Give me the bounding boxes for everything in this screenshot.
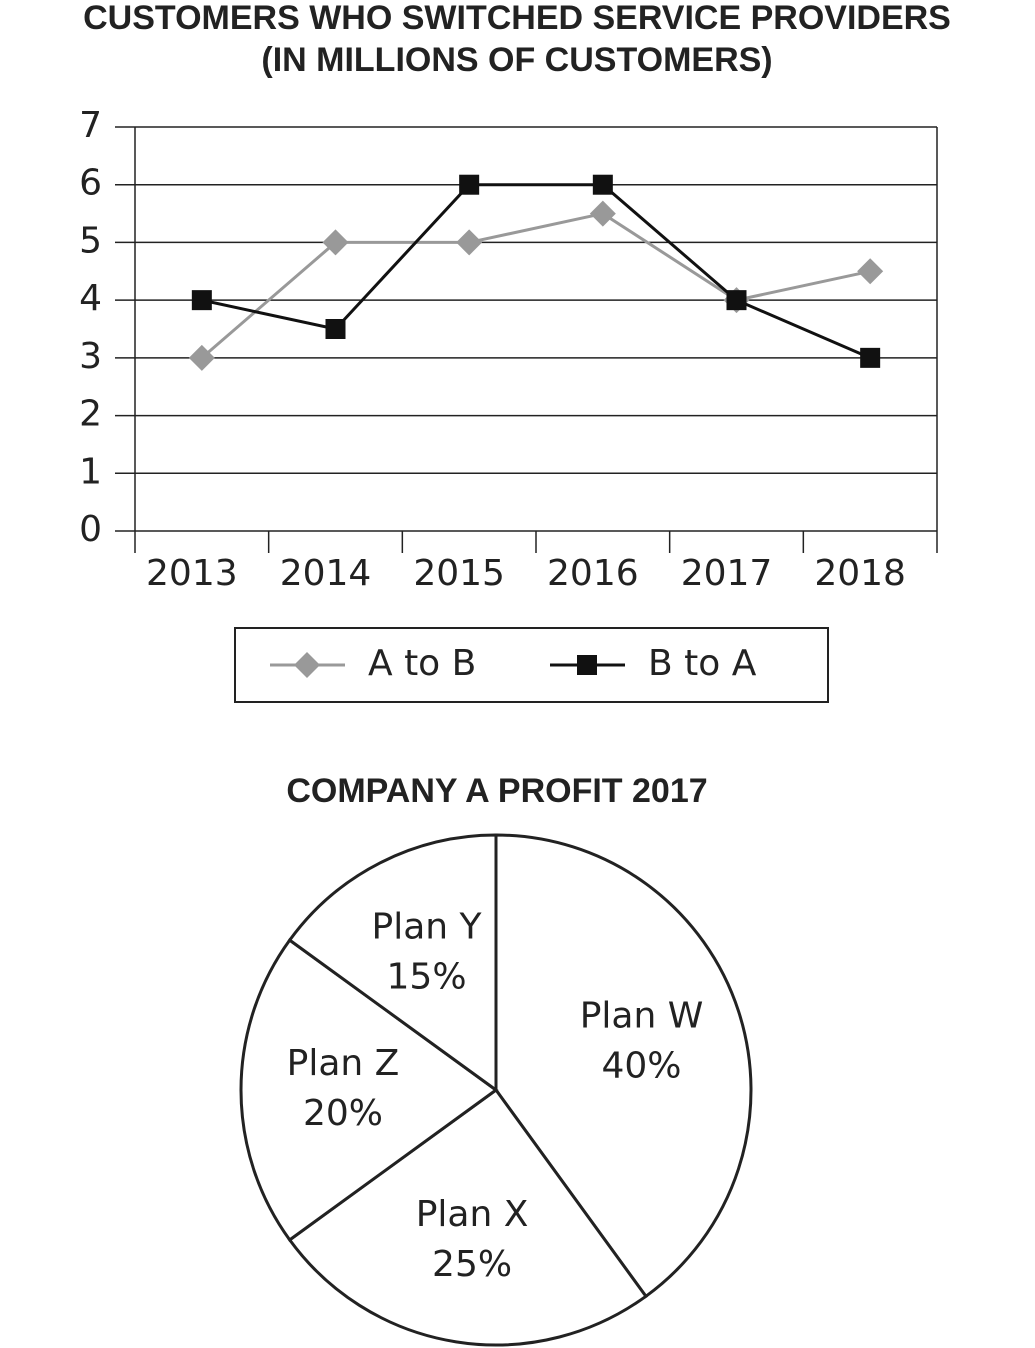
pie-slice bbox=[287, 833, 498, 1093]
marker bbox=[860, 347, 881, 368]
marker bbox=[325, 319, 346, 339]
marker bbox=[589, 200, 616, 227]
pie-slice bbox=[287, 1087, 648, 1347]
y-tick-label: 7 bbox=[79, 105, 102, 146]
slice-label: Plan W bbox=[580, 996, 704, 1037]
slice-label: Plan Z bbox=[287, 1043, 400, 1084]
marker bbox=[459, 174, 480, 195]
marker bbox=[322, 229, 349, 256]
y-tick-label: 5 bbox=[79, 220, 102, 261]
pie-slice bbox=[494, 833, 753, 1299]
x-tick-label: 2016 bbox=[547, 553, 639, 594]
x-tick-label: 2014 bbox=[280, 553, 372, 594]
slice-value: 15% bbox=[387, 957, 467, 998]
y-tick-label: 1 bbox=[79, 451, 102, 492]
marker bbox=[577, 655, 597, 675]
slice-label: Plan Y bbox=[372, 907, 483, 948]
marker bbox=[456, 229, 483, 256]
chart-title: COMPANY A PROFIT 2017 bbox=[286, 772, 707, 810]
slice-value: 20% bbox=[303, 1093, 383, 1134]
x-tick-label: 2013 bbox=[146, 553, 238, 594]
y-tick-label: 2 bbox=[79, 394, 102, 435]
y-tick-label: 6 bbox=[79, 163, 102, 204]
slice-value: 40% bbox=[602, 1046, 682, 1087]
marker bbox=[726, 290, 747, 311]
marker bbox=[857, 258, 884, 285]
slice-label: Plan X bbox=[416, 1194, 529, 1235]
series-line bbox=[201, 183, 871, 360]
marker bbox=[294, 652, 320, 678]
x-tick-label: 2017 bbox=[681, 553, 773, 594]
slice-value: 25% bbox=[432, 1244, 512, 1285]
y-tick-label: 0 bbox=[79, 509, 102, 550]
series-line bbox=[200, 211, 871, 359]
x-tick-label: 2015 bbox=[413, 553, 505, 594]
legend-label: B to A bbox=[648, 643, 757, 684]
chart-title: CUSTOMERS WHO SWITCHED SERVICE PROVIDERS bbox=[83, 0, 951, 37]
marker bbox=[592, 174, 613, 195]
marker bbox=[191, 290, 212, 311]
legend-label: A to B bbox=[368, 643, 476, 684]
marker bbox=[188, 344, 215, 371]
pie-slice bbox=[239, 938, 499, 1242]
y-tick-label: 4 bbox=[79, 278, 102, 319]
chart-subtitle: (IN MILLIONS OF CUSTOMERS) bbox=[261, 41, 772, 79]
legend-box bbox=[234, 627, 829, 703]
x-tick-label: 2018 bbox=[814, 553, 906, 594]
y-tick-label: 3 bbox=[79, 336, 102, 377]
